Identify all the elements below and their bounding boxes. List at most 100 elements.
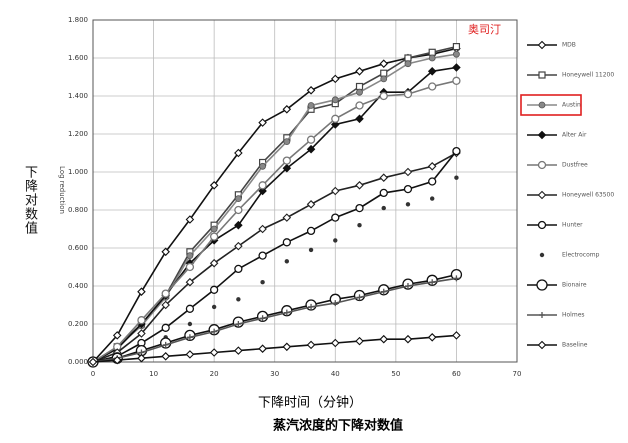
legend-label: Honeywell 63500 [562,192,614,199]
series-line [92,150,458,363]
data-point [428,82,437,91]
data-point [355,82,364,91]
data-point [356,88,363,96]
data-point [185,262,195,272]
data-point [210,225,218,233]
y-tick-label: 0.000 [68,358,88,366]
data-point [429,279,436,286]
data-point [209,348,219,357]
data-point [430,196,435,201]
data-point [258,344,267,353]
data-point [306,226,316,236]
y-tick-label: 0.400 [68,282,88,290]
data-point [381,205,386,211]
x-axis-label: 下降时间（分钟） [258,395,362,411]
data-point [234,241,243,251]
legend-label: Bionaire [562,282,587,289]
data-point [452,76,461,85]
series-line [92,80,457,363]
legend-label: Dustfree [562,162,588,169]
data-point [379,59,389,68]
data-point [185,350,195,359]
data-point [259,315,266,322]
series-line [92,152,457,363]
x-tick-label: 0 [91,370,95,378]
data-point [306,200,316,209]
data-point [452,42,461,51]
y-tick-label: 0.200 [68,320,88,328]
legend-label: Baseline [562,342,588,349]
x-tick-label: 20 [210,370,219,378]
data-point [282,342,292,352]
data-point [187,321,193,327]
legend-label: Austin [562,102,581,109]
data-point [331,120,340,129]
series-line [92,66,457,363]
data-point [235,321,242,327]
data-point [306,86,316,95]
data-point [453,275,460,282]
x-tick-label: 10 [149,370,158,378]
data-point [161,289,170,298]
data-point [355,203,364,213]
legend-marker [538,71,546,79]
data-point [405,202,411,207]
data-point [161,300,170,310]
data-point [331,114,340,123]
legend-marker [539,252,545,258]
legend-marker [537,160,547,170]
data-point [186,252,194,260]
legend-marker [538,101,546,109]
data-point [234,264,243,274]
x-tick-label: 40 [331,370,340,378]
data-point [331,338,340,348]
x-tick-label: 60 [452,370,461,378]
data-point [454,175,459,180]
legend-marker [537,190,547,200]
data-point [356,294,363,301]
data-point [282,213,292,222]
data-point [282,156,291,165]
data-point [185,304,195,313]
legend-label: Holmes [562,312,585,319]
data-point [331,96,339,104]
data-point [453,50,460,58]
data-point [428,48,436,56]
data-point [283,309,290,316]
legend-marker [537,220,547,230]
data-point [380,288,387,295]
data-point [403,184,413,194]
data-point [258,118,267,127]
data-point [209,285,219,294]
y-tick-label: 1.400 [68,92,88,100]
data-point [209,258,219,268]
data-point [403,89,413,99]
data-point [331,74,340,84]
data-point [427,333,437,342]
data-point [333,238,338,243]
data-point [308,303,315,310]
series-line [92,334,457,363]
data-point [258,224,267,234]
data-point [258,186,267,196]
data-point [161,323,170,332]
y-tick-label: 1.800 [68,16,88,24]
data-point [234,220,243,230]
data-point [234,148,243,158]
data-point [331,213,340,222]
data-point [185,215,195,224]
data-point [260,280,265,285]
data-point [404,60,412,68]
legend-label: Hunter [562,222,583,229]
data-point [88,357,98,367]
data-point [428,54,436,62]
series-line [92,47,457,363]
y-axis-label: Log reduction [58,166,66,214]
legend-label: MDB [562,42,576,49]
data-point [259,162,267,170]
legend-marker [537,340,547,350]
data-point [211,304,217,310]
data-point [306,144,316,154]
series-line [92,53,457,363]
